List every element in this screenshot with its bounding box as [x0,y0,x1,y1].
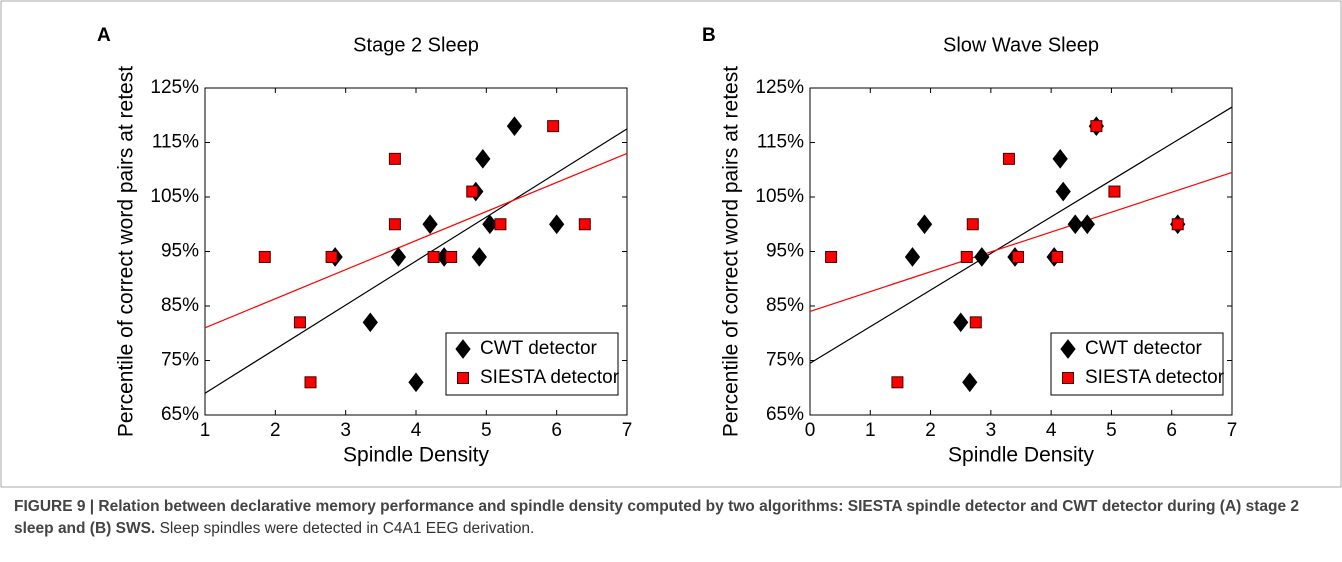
x-tick-label: 3 [340,420,351,441]
y-tick-label: 95% [161,241,199,262]
point [427,250,440,263]
x-tick-label: 0 [805,420,816,441]
legend-label: SIESTA detector [1085,367,1225,388]
point [408,372,424,393]
point [390,247,407,267]
panel-label: B [702,25,716,46]
y-tick-label: 125% [150,77,199,98]
point [1051,250,1064,263]
legend-marker [457,372,469,384]
point [974,247,990,267]
point [547,120,560,133]
y-tick-label: 105% [755,186,804,207]
caption: FIGURE 9 | Relation between declarative … [14,496,1314,540]
point [304,376,317,389]
point [1052,149,1068,169]
x-tick-label: 5 [481,420,492,441]
point [445,250,458,263]
x-tick-label: 1 [865,420,876,441]
point [960,250,973,263]
point [966,218,979,231]
point [494,218,507,231]
legend-box [1050,332,1224,396]
point [293,316,306,329]
point [1067,214,1083,235]
point [1079,214,1095,235]
point [362,312,378,333]
x-tick-label: 4 [1046,420,1057,441]
point [1171,218,1184,231]
y-tick-label: 85% [161,295,199,316]
x-tick-label: 7 [1227,420,1238,441]
legend-marker [455,339,471,359]
y-tick-label: 105% [150,186,199,207]
legend-marker [1062,372,1074,384]
y-axis-label: Percentile of correct word pairs at rete… [115,66,138,437]
y-axis-label: Percentile of correct word pairs at rete… [720,66,743,437]
plot-frame [809,87,1233,416]
x-tick-label: 5 [1106,420,1117,441]
point [1011,250,1024,263]
x-tick-label: 3 [986,420,997,441]
point [1090,120,1103,133]
point [471,247,487,267]
legend-label: SIESTA detector [480,367,620,388]
figure: A Stage 2 Sleep Spindle Density Percentile … [0,0,1342,488]
point [891,376,904,389]
point [1108,185,1121,198]
plot-frame [204,87,628,416]
x-tick-label: 6 [1166,420,1177,441]
point [1002,152,1015,165]
legend-label: CWT detector [1085,338,1203,359]
y-tick-label: 75% [161,350,199,371]
point [962,372,978,393]
chart-title: Slow Wave Sleep [943,34,1099,56]
legend-marker [1060,339,1076,359]
y-tick-label: 115% [152,132,199,153]
point [466,185,479,198]
x-tick-label: 2 [270,420,281,441]
point [969,316,982,329]
panel-label: A [97,25,111,46]
point [422,214,438,235]
point [953,312,969,333]
y-tick-label: 65% [766,404,804,425]
point [578,218,591,231]
y-tick-label: 95% [766,241,804,262]
y-tick-label: 85% [766,295,804,316]
point [1055,181,1071,202]
y-tick-label: 125% [755,77,804,98]
legend-box [445,332,619,396]
point [325,250,338,263]
chart-title: Stage 2 Sleep [353,34,479,56]
caption-bold: FIGURE 9 | Relation between declarative … [14,498,1300,537]
caption-text: Sleep spindles were detected in C4A1 EEG… [159,520,535,537]
point [825,250,838,263]
y-tick-label: 75% [766,350,804,371]
x-axis-label: Spindle Density [948,444,1094,467]
trend-line [809,106,1233,364]
y-tick-label: 115% [757,132,804,153]
x-axis-label: Spindle Density [343,444,489,467]
point [506,116,523,136]
point [388,152,401,165]
trend-line [204,152,628,329]
point [549,214,565,235]
figure-frame [0,0,1342,488]
point [258,250,271,263]
x-tick-label: 1 [200,420,211,441]
x-tick-label: 4 [411,420,422,441]
point [475,149,491,169]
point [904,247,921,267]
x-tick-label: 7 [622,420,633,441]
point [916,214,933,235]
x-tick-label: 2 [925,420,936,441]
point [388,218,401,231]
y-tick-label: 65% [161,404,199,425]
x-tick-label: 6 [551,420,562,441]
trend-line [204,128,628,394]
trend-line [809,171,1233,313]
legend-label: CWT detector [480,338,598,359]
